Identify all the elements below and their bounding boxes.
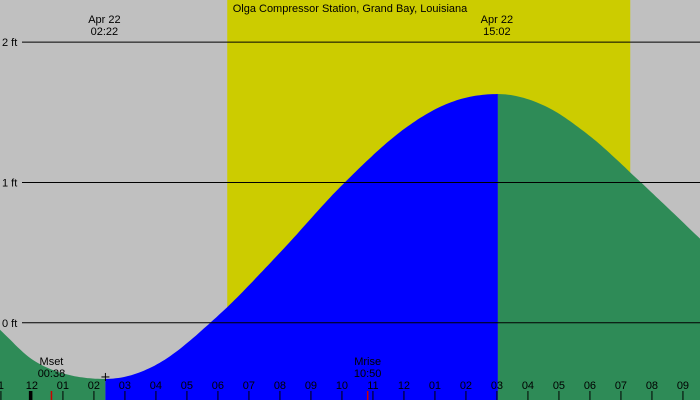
moon-event-label: Mset <box>40 356 64 368</box>
extreme-date-label: Apr 22 <box>481 14 513 26</box>
hour-tick-label: 1 <box>0 380 4 392</box>
tide-area-falling-late <box>497 94 700 400</box>
hour-tick-label: 06 <box>212 380 224 392</box>
hour-tick-label: 12 <box>398 380 410 392</box>
hour-tick-label: 01 <box>57 380 69 392</box>
hour-tick-label: 06 <box>584 380 596 392</box>
hour-tick-label: 02 <box>460 380 472 392</box>
hour-tick-label: 12 <box>26 380 38 392</box>
hour-tick-label: 08 <box>646 380 658 392</box>
extreme-time-label: 02:22 <box>91 26 119 38</box>
hour-tick-label: 07 <box>243 380 255 392</box>
hour-tick-label: 01 <box>429 380 441 392</box>
hour-tick-label: 10 <box>336 380 348 392</box>
hour-tick-label: 04 <box>522 380 534 392</box>
extreme-date-label: Apr 22 <box>88 14 120 26</box>
hour-tick-label: 11 <box>367 380 378 392</box>
moon-event-time: 00:38 <box>38 368 66 380</box>
chart-title: Olga Compressor Station, Grand Bay, Loui… <box>233 3 468 15</box>
moon-event-time: 10:50 <box>354 368 382 380</box>
hour-tick-label: 05 <box>181 380 193 392</box>
y-tick-label: 1 ft <box>2 177 17 189</box>
hour-tick-label: 03 <box>119 380 131 392</box>
extreme-time-label: 15:02 <box>483 26 511 38</box>
hour-tick-label: 05 <box>553 380 565 392</box>
tide-area-rising <box>105 94 498 400</box>
hour-tick-label: 09 <box>305 380 317 392</box>
hour-tick-label: 09 <box>677 380 689 392</box>
moon-event-label: Mrise <box>354 356 381 368</box>
y-tick-label: 0 ft <box>2 318 17 330</box>
now-marker <box>28 391 32 400</box>
y-tick-label: 2 ft <box>2 37 17 49</box>
hour-tick-label: 07 <box>615 380 627 392</box>
tide-area-falling <box>0 329 106 400</box>
hour-tick-label: 03 <box>491 380 503 392</box>
hour-tick-label: 04 <box>150 380 162 392</box>
hour-tick-label: 08 <box>274 380 286 392</box>
hour-tick-label: 02 <box>88 380 100 392</box>
